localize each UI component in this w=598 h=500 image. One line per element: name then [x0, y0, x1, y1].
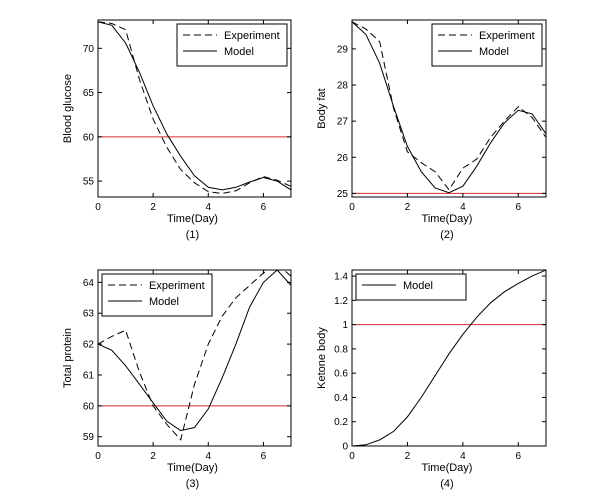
y-axis-label: Ketone body: [316, 327, 328, 389]
x-tick-label: 4: [460, 451, 466, 462]
legend-label-experiment: Experiment: [224, 30, 280, 42]
y-tick-label: 70: [83, 44, 95, 55]
x-tick-label: 6: [516, 202, 522, 213]
y-tick-label: 0: [342, 442, 348, 453]
legend-box: [176, 23, 288, 67]
x-tick-label: 2: [150, 202, 156, 213]
legend-box: [431, 23, 543, 67]
plot-frame: [97, 269, 292, 447]
y-tick-label: 26: [337, 153, 349, 164]
legend: Experiment Model: [431, 23, 543, 67]
legend: Experiment Model: [176, 23, 288, 67]
y-tick-label: 29: [337, 44, 349, 55]
x-axis-label: Time(Day): [422, 462, 473, 474]
x-tick-label: 4: [206, 451, 212, 462]
y-tick-label: 65: [83, 88, 95, 99]
chart-caption: (3): [186, 478, 199, 490]
x-tick-label: 6: [261, 202, 267, 213]
x-tick-label: 6: [516, 451, 522, 462]
y-tick-label: 61: [83, 370, 95, 381]
x-tick-label: 2: [405, 451, 411, 462]
chart-2: 0 2 4 6 25 26 27 28 29 Time(Day) (2) Body fat Experi…: [316, 19, 547, 241]
x-tick-label: 6: [261, 451, 267, 462]
legend-label-model: Model: [479, 46, 509, 58]
y-tick-label: 59: [83, 432, 95, 443]
plot-frame: [97, 19, 292, 198]
plot-frame: [351, 269, 547, 447]
y-tick-label: 1: [342, 320, 348, 331]
legend-label-experiment: Experiment: [149, 280, 205, 292]
y-tick-label: 0.4: [334, 393, 348, 404]
y-tick-label: 0.2: [334, 417, 348, 428]
y-tick-label: 55: [83, 177, 95, 188]
series-line-experiment: [98, 270, 291, 441]
y-tick-label: 64: [83, 278, 95, 289]
legend-label-experiment: Experiment: [479, 30, 535, 42]
series-line-model: [352, 21, 546, 194]
y-tick-label: 28: [337, 81, 349, 92]
chart-caption: (4): [440, 478, 453, 490]
y-tick-label: 63: [83, 309, 95, 320]
y-tick-label: 60: [83, 132, 95, 143]
legend-label-model: Model: [149, 296, 179, 308]
y-tick-label: 0.8: [334, 344, 348, 355]
x-axis-label: Time(Day): [422, 213, 473, 225]
x-tick-label: 4: [206, 202, 212, 213]
x-axis-label: Time(Day): [167, 213, 218, 225]
x-tick-label: 0: [95, 202, 101, 213]
y-tick-label: 62: [83, 340, 95, 351]
x-tick-label: 0: [349, 202, 355, 213]
legend-box: [101, 273, 213, 317]
x-axis-label: Time(Day): [167, 462, 218, 474]
plot-frame: [351, 19, 547, 198]
y-tick-label: 1.4: [334, 272, 348, 283]
chart-3: 0 2 4 6 59 60 61 62 63 64 Time(Day) (3) Total protei…: [62, 269, 292, 490]
legend: Model: [355, 273, 467, 301]
series-line-experiment: [352, 21, 546, 191]
y-tick-label: 27: [337, 117, 349, 128]
y-tick-label: 25: [337, 189, 349, 200]
x-tick-label: 2: [150, 451, 156, 462]
x-tick-label: 2: [405, 202, 411, 213]
x-tick-label: 0: [95, 451, 101, 462]
legend: Experiment Model: [101, 273, 213, 317]
legend-box: [355, 273, 467, 301]
series-line-model: [98, 21, 291, 191]
x-tick-label: 0: [349, 451, 355, 462]
series-line-model: [98, 270, 291, 432]
series-line-model: [352, 270, 546, 446]
chart-caption: (2): [440, 229, 453, 241]
y-axis-label: Body fat: [316, 88, 328, 128]
x-tick-label: 4: [460, 202, 466, 213]
chart-caption: (1): [186, 229, 199, 241]
y-axis-label: Total protein: [62, 328, 74, 388]
legend-label-model: Model: [224, 46, 254, 58]
chart-1: 0 2 4 6 55 60 65 70 Time(Day) (1) Blood glucose Exp…: [62, 19, 292, 241]
y-tick-label: 0.6: [334, 369, 348, 380]
y-axis-label: Blood glucose: [62, 74, 74, 143]
chart-4: 0 2 4 6 0 0.2 0.4 0.6 0.8 1 1.2 1.4 Time(Day) (4) Keto…: [316, 269, 547, 490]
y-tick-label: 60: [83, 401, 95, 412]
legend-label-model: Model: [403, 280, 433, 292]
y-tick-label: 1.2: [334, 296, 348, 307]
